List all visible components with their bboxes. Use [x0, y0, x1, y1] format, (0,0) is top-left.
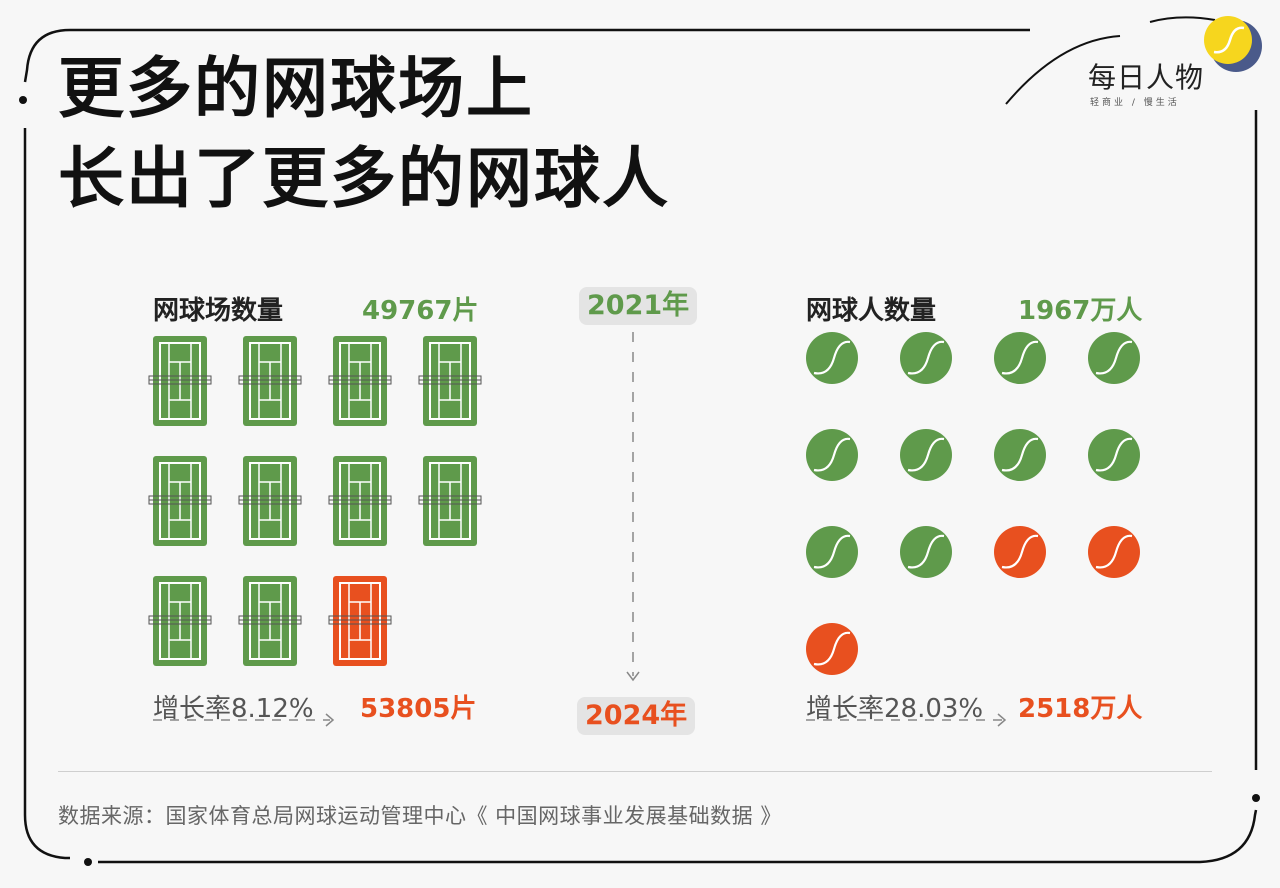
page-title-line-2: 长出了更多的网球人 — [58, 140, 670, 217]
logo-ball-icon — [1204, 16, 1262, 72]
tennis-court-icon — [148, 456, 212, 546]
tennis-ball-icon — [1088, 526, 1140, 578]
tennis-court-icon — [148, 576, 212, 666]
year-arrow — [626, 332, 640, 682]
tennis-ball-icon — [1088, 429, 1140, 481]
courts-value-2021: 49767片 — [362, 296, 479, 326]
tennis-court-icon — [328, 576, 392, 666]
tennis-court-icon — [238, 576, 302, 666]
year-badge-2024: 2024年 — [577, 697, 696, 735]
footer-divider — [58, 771, 1212, 772]
courts-growth: 增长率8.12% — [153, 694, 314, 724]
tennis-ball-icon — [806, 332, 858, 384]
tennis-ball-icon — [806, 429, 858, 481]
tennis-court-icon — [148, 336, 212, 426]
tennis-court-icon — [418, 336, 482, 426]
tennis-ball-icon — [900, 429, 952, 481]
tennis-court-icon — [238, 456, 302, 546]
tennis-court-icon — [238, 336, 302, 426]
courts-growth-arrow — [153, 713, 335, 727]
tennis-ball-icon — [806, 526, 858, 578]
logo-name: 每日人物 — [1088, 61, 1205, 94]
courts-value-2024: 53805片 — [360, 694, 477, 724]
players-value-2024: 2518万人 — [1018, 694, 1143, 724]
tennis-ball-icon — [994, 429, 1046, 481]
logo-tagline: 轻商业 / 慢生活 — [1090, 98, 1180, 108]
tennis-court-icon — [328, 456, 392, 546]
tennis-ball-icon — [994, 332, 1046, 384]
tennis-ball-icon — [994, 526, 1046, 578]
page-title-line-1: 更多的网球场上 — [58, 50, 534, 127]
courts-label: 网球场数量 — [153, 296, 284, 326]
players-growth: 增长率28.03% — [806, 694, 984, 724]
players-value-2021: 1967万人 — [1018, 296, 1143, 326]
year-badge-2021: 2021年 — [579, 287, 698, 325]
source-note: 数据来源：国家体育总局网球运动管理中心《 中国网球事业发展基础数据 》 — [58, 804, 782, 828]
tennis-court-icon — [418, 456, 482, 546]
tennis-ball-icon — [806, 623, 858, 675]
tennis-court-icon — [328, 336, 392, 426]
tennis-ball-icon — [1088, 332, 1140, 384]
players-growth-arrow — [806, 713, 1007, 727]
tennis-ball-icon — [900, 332, 952, 384]
tennis-ball-icon — [900, 526, 952, 578]
players-label: 网球人数量 — [806, 296, 937, 326]
